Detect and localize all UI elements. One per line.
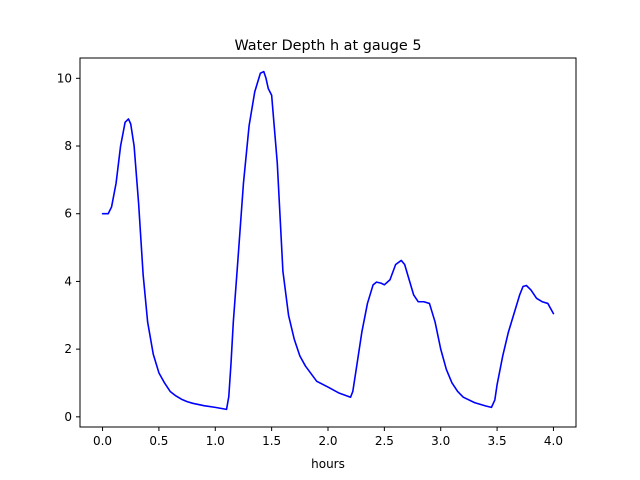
x-tick-label: 2.5 bbox=[375, 434, 394, 448]
x-axis-label: hours bbox=[311, 457, 345, 471]
x-tick-label: 2.0 bbox=[318, 434, 337, 448]
y-axis: 0 2 4 6 8 10 bbox=[57, 71, 80, 424]
x-tick-label: 0.0 bbox=[93, 434, 112, 448]
series-line bbox=[101, 70, 555, 411]
y-tick-label: 2 bbox=[64, 342, 72, 356]
x-tick-label: 1.0 bbox=[206, 434, 225, 448]
y-tick-label: 8 bbox=[64, 139, 72, 153]
x-tick-label: 0.5 bbox=[149, 434, 168, 448]
chart-title: Water Depth h at gauge 5 bbox=[234, 38, 421, 54]
plot-layer bbox=[101, 70, 555, 411]
x-tick-label: 4.0 bbox=[544, 434, 563, 448]
y-tick-label: 0 bbox=[64, 410, 72, 424]
x-tick-label: 3.0 bbox=[431, 434, 450, 448]
x-tick-label: 1.5 bbox=[262, 434, 281, 448]
x-tick-label: 3.5 bbox=[488, 434, 507, 448]
y-tick-label: 6 bbox=[64, 207, 72, 221]
x-axis: 0.0 0.5 1.0 1.5 2.0 2.5 3.0 3.5 4.0 bbox=[93, 427, 563, 448]
y-tick-label: 10 bbox=[57, 71, 72, 85]
y-tick-label: 4 bbox=[64, 274, 72, 288]
